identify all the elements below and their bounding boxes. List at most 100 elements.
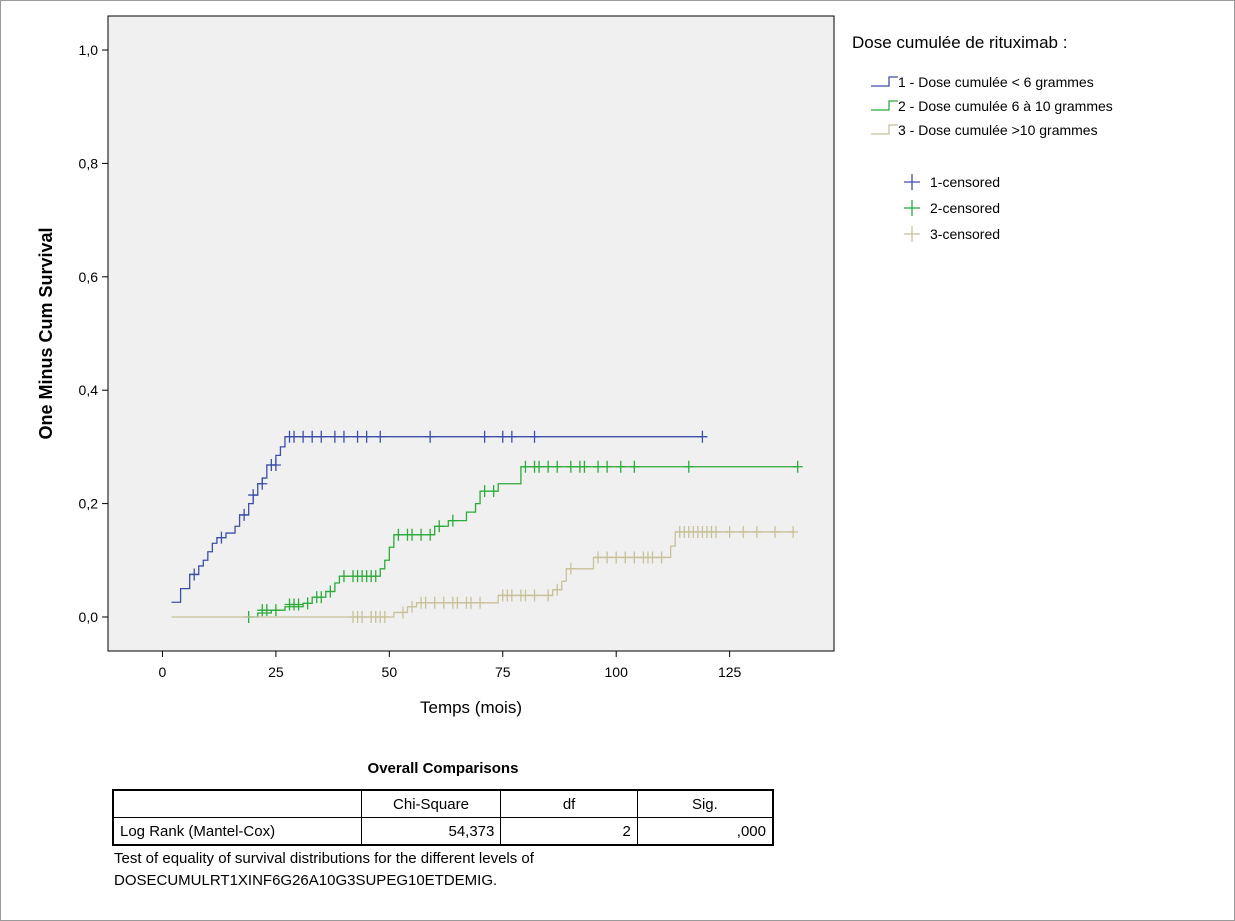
censored-mark (770, 525, 781, 538)
censored-mark (248, 489, 259, 502)
censored-mark (438, 596, 449, 609)
censored-mark (325, 585, 336, 598)
comparisons-title: Overall Comparisons (367, 760, 519, 777)
legend-title: Dose cumulée de rituximab : (852, 33, 1067, 52)
footnote-line-2: DOSECUMULRT1XINF6G26A10G3SUPEG10ETDEMIG. (114, 872, 498, 889)
x-axis-title: Temps (mois) (420, 698, 522, 717)
censored-mark (593, 551, 604, 564)
legend-censored-entry: 2-censored (930, 200, 1000, 216)
censored-mark (792, 460, 803, 473)
censored-mark (407, 600, 418, 613)
y-tick-label: 0,6 (79, 269, 99, 285)
censored-mark (357, 610, 368, 623)
censored-mark (620, 551, 631, 564)
legend-line-swatch (871, 76, 898, 87)
censored-mark (239, 508, 250, 521)
legend-censored-swatch (904, 174, 920, 190)
y-tick-label: 0,0 (79, 609, 99, 625)
censored-mark (529, 430, 540, 443)
header-df: df (500, 789, 638, 818)
censored-mark (506, 430, 517, 443)
df-value: 2 (500, 817, 638, 846)
y-tick-label: 0,4 (79, 382, 99, 398)
censored-mark (611, 551, 622, 564)
censored-mark (316, 430, 327, 443)
censored-mark (338, 570, 349, 583)
censored-mark (488, 485, 499, 498)
censored-mark (270, 604, 281, 617)
x-tick-label: 50 (382, 664, 398, 680)
censored-mark (379, 610, 390, 623)
censored-mark (479, 430, 490, 443)
censored-mark (751, 525, 762, 538)
legend-censored-entry: 3-censored (930, 226, 1000, 242)
censored-mark (656, 551, 667, 564)
censored-mark (447, 514, 458, 527)
header-blank (112, 789, 362, 818)
series-3 (171, 525, 799, 623)
legend-censored-swatch (904, 200, 920, 216)
censored-mark (466, 596, 476, 609)
x-tick-label: 0 (159, 664, 167, 680)
censored-mark (216, 531, 227, 544)
censored-mark (189, 568, 200, 581)
series-1 (171, 430, 708, 603)
censored-mark (529, 589, 540, 602)
y-tick-label: 0,8 (79, 155, 99, 171)
plot-area (107, 15, 835, 652)
x-tick-label: 25 (268, 664, 284, 680)
censored-mark (361, 430, 372, 443)
censored-mark (307, 430, 318, 443)
censored-mark (329, 430, 340, 443)
censored-mark (788, 525, 799, 538)
series-2 (243, 460, 803, 623)
censored-mark (738, 525, 749, 538)
series-layer (171, 430, 803, 623)
censored-mark (565, 460, 576, 473)
censored-mark (425, 430, 436, 443)
overall-comparisons: Overall Comparisons Chi-Square df Sig. L… (112, 760, 774, 846)
censored-mark (434, 520, 445, 533)
censored-mark (543, 460, 554, 473)
y-tick-label: 1,0 (79, 42, 99, 58)
censored-mark (397, 606, 408, 619)
censored-mark (407, 528, 418, 541)
legend-line-swatch (871, 124, 898, 135)
censored-mark (452, 596, 463, 609)
censored-mark (520, 589, 531, 602)
y-axis: 0,0 0,2 0,4 0,6 0,8 1,0 (79, 42, 108, 625)
footnote-line-1: Test of equality of survival distributio… (114, 850, 534, 867)
censored-mark (647, 551, 658, 564)
censored-mark (370, 570, 381, 583)
censored-mark (711, 525, 722, 538)
censored-mark (393, 528, 404, 541)
legend-entry: 3 - Dose cumulée >10 grammes (898, 122, 1098, 138)
censored-mark (497, 430, 508, 443)
censored-mark (724, 525, 735, 538)
censored-mark (270, 459, 281, 472)
censored-mark (425, 528, 436, 541)
legend-entry: 2 - Dose cumulée 6 à 10 grammes (898, 98, 1113, 114)
censored-mark (298, 430, 309, 443)
censored-mark (615, 460, 626, 473)
censored-mark (683, 460, 694, 473)
censored-mark (316, 591, 327, 604)
censored-mark (416, 528, 427, 541)
legend-censored-entry: 1-censored (930, 174, 1000, 190)
header-chi-square: Chi-Square (360, 789, 502, 818)
censored-mark (697, 430, 708, 443)
comparisons-table: Chi-Square df Sig. Log Rank (Mantel-Cox)… (112, 789, 774, 846)
header-sig: Sig. (636, 789, 774, 818)
censored-mark (475, 596, 486, 609)
x-tick-label: 75 (495, 664, 511, 680)
sig-value: ,000 (636, 817, 774, 846)
censored-mark (420, 596, 431, 609)
censored-mark (520, 460, 531, 473)
censored-mark (579, 460, 590, 473)
censored-mark (593, 460, 604, 473)
censored-mark (629, 460, 640, 473)
x-axis: 0 25 50 75 100 125 (159, 651, 742, 680)
censored-mark (543, 589, 554, 602)
censored-mark (293, 598, 304, 611)
censored-mark (534, 460, 545, 473)
